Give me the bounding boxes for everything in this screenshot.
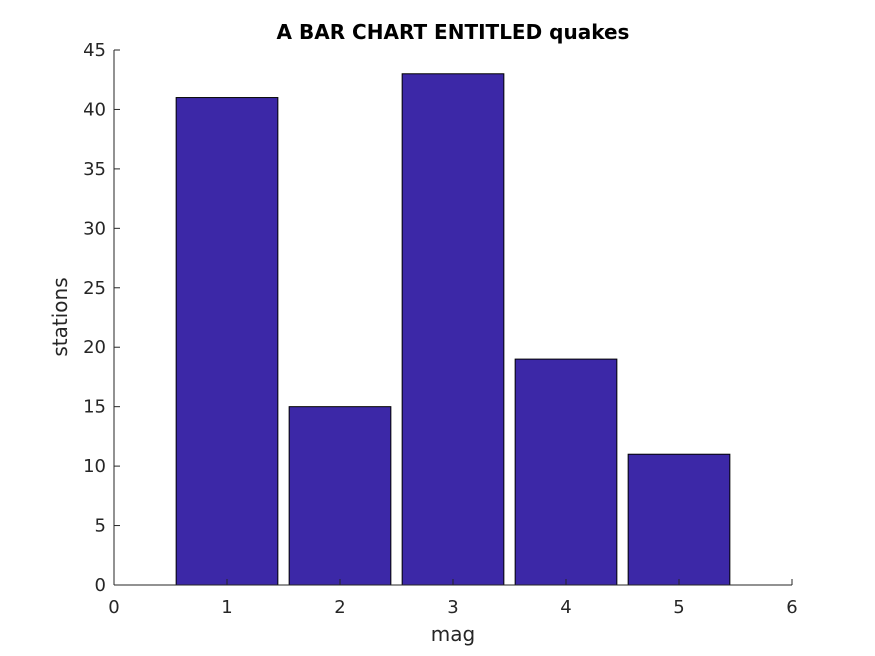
x-tick-label: 3 (447, 597, 458, 618)
y-tick-label: 45 (83, 40, 106, 61)
y-tick-label: 5 (95, 516, 106, 537)
bar-5 (627, 453, 731, 586)
y-tick-label: 15 (83, 397, 106, 418)
bars-group (175, 73, 731, 586)
x-tick-label: 6 (786, 597, 797, 618)
y-tick-label: 10 (83, 456, 106, 477)
x-axis-label: mag (431, 622, 475, 646)
bar-2 (288, 406, 392, 586)
x-tick-label: 2 (334, 597, 345, 618)
bar-1 (175, 97, 279, 586)
bar-3 (401, 73, 505, 586)
x-tick-label: 0 (108, 597, 119, 618)
x-tick-label: 5 (673, 597, 684, 618)
y-tick-label: 20 (83, 337, 106, 358)
y-axis-label: stations (48, 277, 72, 356)
y-tick-label: 25 (83, 278, 106, 299)
y-tick-label: 0 (95, 575, 106, 596)
y-ticks-group: 0 5 10 15 20 25 30 35 40 45 (83, 40, 120, 596)
y-tick-label: 35 (83, 159, 106, 180)
x-ticks-group: 0 1 2 3 4 5 6 (108, 579, 798, 618)
x-tick-label: 1 (221, 597, 232, 618)
chart-title: A BAR CHART ENTITLED quakes (277, 20, 630, 44)
y-tick-label: 30 (83, 218, 106, 239)
bar-4 (514, 358, 618, 586)
x-tick-label: 4 (560, 597, 571, 618)
y-tick-label: 40 (83, 99, 106, 120)
